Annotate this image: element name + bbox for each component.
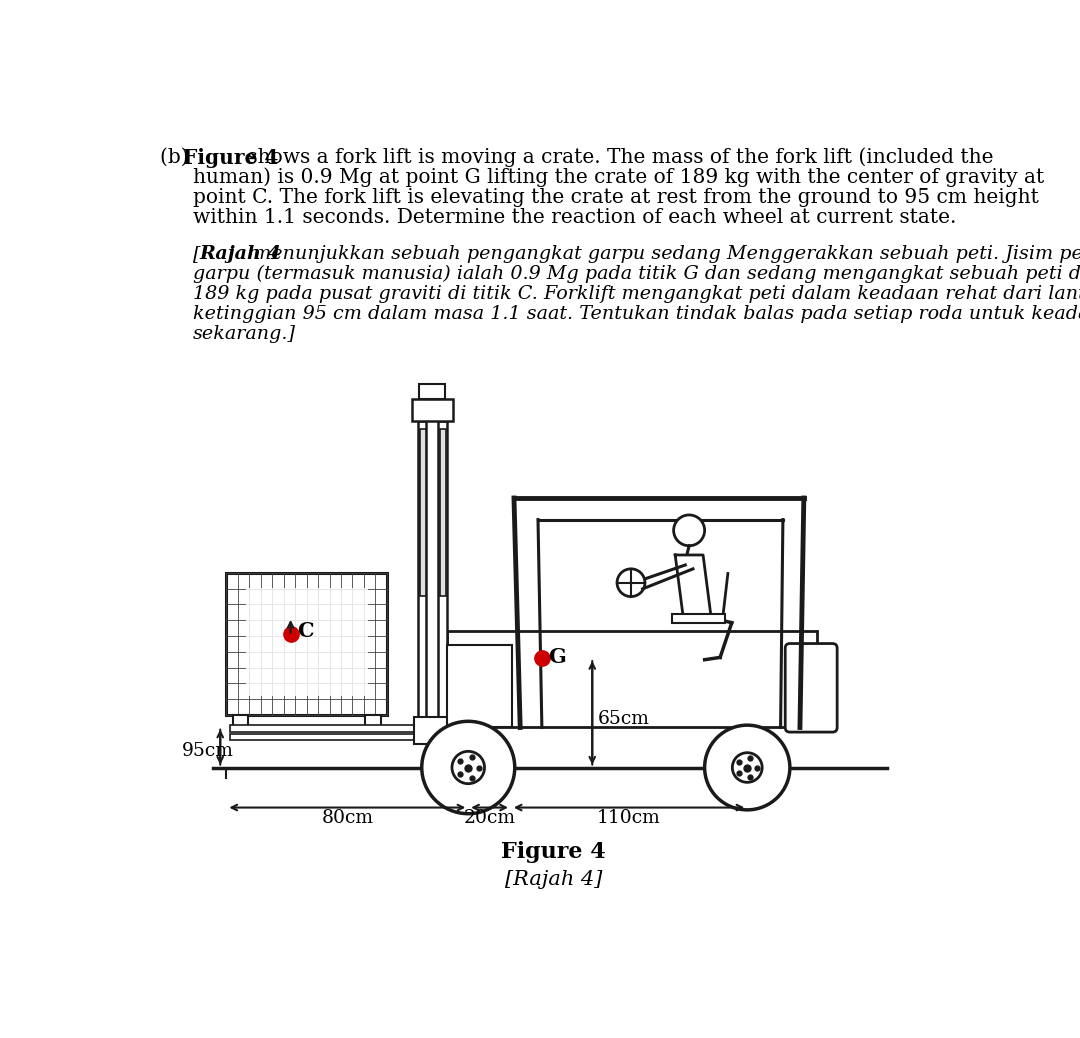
Bar xyxy=(418,421,427,726)
Text: within 1.1 seconds. Determine the reaction of each wheel at current state.: within 1.1 seconds. Determine the reacti… xyxy=(193,208,957,226)
Bar xyxy=(411,400,453,421)
Text: Rajah 4: Rajah 4 xyxy=(200,245,281,263)
Text: 189 kg pada pusat graviti di titik C. Forklift mengangkat peti dalam keadaan reh: 189 kg pada pusat graviti di titik C. Fo… xyxy=(193,284,1080,303)
Polygon shape xyxy=(675,555,711,616)
Text: C: C xyxy=(298,621,314,640)
Text: 20cm: 20cm xyxy=(463,809,515,827)
Bar xyxy=(446,631,816,728)
Text: 110cm: 110cm xyxy=(597,809,661,827)
Bar xyxy=(246,589,367,695)
Text: Figure 4: Figure 4 xyxy=(501,841,606,864)
Text: [: [ xyxy=(193,245,201,263)
Text: shows a fork lift is moving a crate. The mass of the fork lift (included the: shows a fork lift is moving a crate. The… xyxy=(241,147,994,167)
Circle shape xyxy=(422,721,515,814)
Bar xyxy=(419,384,445,400)
Bar xyxy=(414,717,450,744)
Bar xyxy=(227,573,387,715)
Circle shape xyxy=(704,726,789,810)
Bar xyxy=(230,735,414,740)
Text: ketinggian 95 cm dalam masa 1.1 saat. Tentukan tindak balas pada setiap roda unt: ketinggian 95 cm dalam masa 1.1 saat. Te… xyxy=(193,305,1080,323)
Bar xyxy=(441,429,446,596)
Circle shape xyxy=(732,753,762,783)
Text: 95cm: 95cm xyxy=(181,742,233,760)
Bar xyxy=(420,429,426,596)
FancyBboxPatch shape xyxy=(785,644,837,732)
Bar xyxy=(446,645,512,728)
Circle shape xyxy=(451,752,485,784)
Text: menunjukkan sebuah pengangkat garpu sedang Menggerakkan sebuah peti. Jisim penga: menunjukkan sebuah pengangkat garpu seda… xyxy=(247,245,1080,263)
Text: 65cm: 65cm xyxy=(597,710,649,728)
Bar xyxy=(672,613,725,623)
Text: [Rajah 4]: [Rajah 4] xyxy=(504,871,603,890)
Bar xyxy=(365,715,380,727)
Bar xyxy=(230,726,422,732)
Bar xyxy=(232,715,248,727)
Text: human) is 0.9 Mg at point G lifting the crate of 189 kg with the center of gravi: human) is 0.9 Mg at point G lifting the … xyxy=(193,168,1044,187)
Text: sekarang.]: sekarang.] xyxy=(193,325,296,343)
Text: 80cm: 80cm xyxy=(322,809,374,827)
Text: (b): (b) xyxy=(160,147,194,167)
Bar xyxy=(438,421,446,726)
Text: Figure 4: Figure 4 xyxy=(183,147,279,168)
Text: G: G xyxy=(548,647,566,666)
Text: point C. The fork lift is elevating the crate at rest from the ground to 95 cm h: point C. The fork lift is elevating the … xyxy=(193,188,1039,207)
Text: garpu (termasuk manusia) ialah 0.9 Mg pada titik G dan sedang mengangkat sebuah : garpu (termasuk manusia) ialah 0.9 Mg pa… xyxy=(193,265,1080,283)
Circle shape xyxy=(674,515,704,546)
